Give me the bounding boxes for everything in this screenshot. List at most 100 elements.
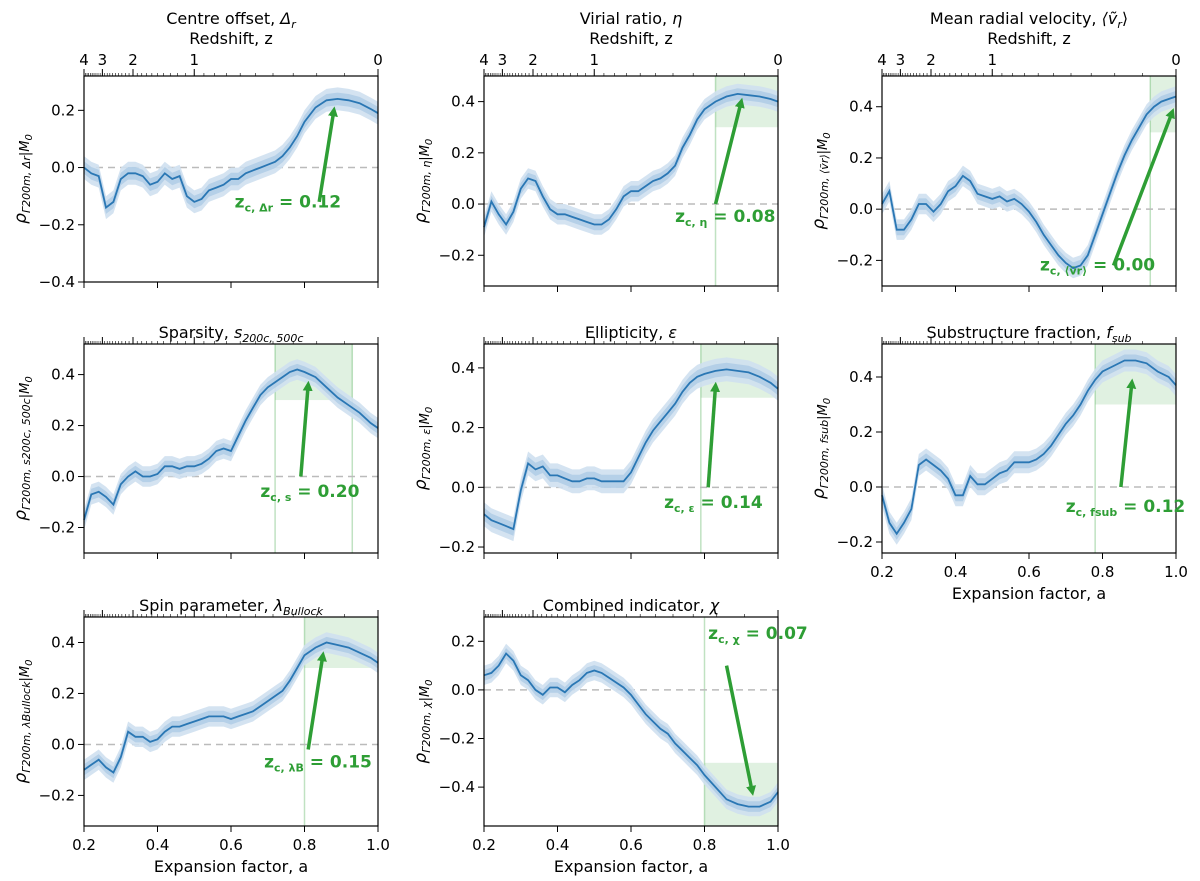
critical-redshift-annotation: zc, s = 0.20	[260, 482, 359, 504]
z-tick-label: 2	[926, 51, 936, 69]
x-tick-label: 0.6	[1017, 563, 1041, 581]
y-axis-label: ρΓ200m, ε|M0	[411, 407, 435, 491]
y-tick-label: 0.0	[849, 200, 873, 218]
top-axis-label: Redshift, z	[987, 29, 1071, 48]
panel-title: Sparsity, s200c, 500c	[159, 323, 304, 345]
y-tick-label: 0.2	[51, 684, 75, 702]
z-tick-label: 3	[896, 51, 906, 69]
x-tick-label: 0.2	[472, 836, 496, 854]
confidence-band-inner	[84, 363, 378, 526]
x-tick-label: 0.6	[219, 836, 243, 854]
panel-2: −0.2 0.0 0.2 0.4 ρΓ200m, η|M0 4 3 2 1 0 Redshift, …	[411, 9, 783, 292]
y-tick-label: 0.2	[451, 419, 475, 437]
y-tick-label: −0.2	[439, 730, 475, 748]
y-axis-label: ρΓ200m, fsub|M0	[809, 398, 833, 499]
top-axis-label: Redshift, z	[589, 29, 673, 48]
x-tick-label: 0.8	[1091, 563, 1115, 581]
correlation-line	[483, 92, 779, 228]
y-axis-label: ρΓ200m, ⟨ṽr⟩|M0	[809, 132, 833, 229]
z-tick-label: 1	[589, 51, 599, 69]
y-tick-label: 0.4	[451, 93, 475, 111]
critical-redshift-arrow	[1111, 108, 1175, 267]
x-tick-label: 1.0	[1164, 563, 1188, 581]
correlation-line	[483, 652, 779, 808]
confidence-band-inner	[882, 90, 1176, 274]
z-tick-label: 4	[877, 51, 887, 69]
y-tick-label: 0.0	[51, 468, 75, 486]
panel-title: Spin parameter, λBullock	[139, 596, 324, 618]
correlation-line	[881, 359, 1177, 536]
y-tick-label: −0.2	[439, 538, 475, 556]
z-tick-label: 1	[189, 51, 199, 69]
y-axis-label: ρΓ200m, Δr|M0	[11, 134, 35, 224]
y-tick-label: 0.2	[849, 423, 873, 441]
z-tick-label: 0	[773, 51, 783, 69]
confidence-band-outer	[84, 632, 378, 783]
critical-redshift-arrow	[706, 381, 721, 488]
panel-4: −0.2 0.0 0.2 0.4 ρΓ200m, s200c, 500c|M0 Spars…	[11, 323, 379, 559]
panel-title: Substructure fraction, fsub	[926, 323, 1131, 345]
panel-1: −0.4 −0.2 0.0 0.2 ρΓ200m, Δr|M0 4 3 2 1 0 Redshift…	[11, 9, 383, 291]
axes-frame	[881, 75, 1177, 287]
x-tick-label: 1.0	[366, 836, 390, 854]
z-tick-label: 0	[373, 51, 383, 69]
y-tick-label: 0.0	[451, 681, 475, 699]
z-tick-label: 3	[98, 51, 108, 69]
y-tick-label: −0.2	[39, 519, 75, 537]
critical-redshift-annotation: zc, ε = 0.14	[664, 493, 763, 515]
y-tick-label: −0.4	[439, 778, 475, 796]
y-axis-label: ρΓ200m, λBullock|M0	[11, 660, 35, 784]
y-tick-label: 0.4	[51, 633, 75, 651]
correlation-line	[83, 641, 379, 774]
x-tick-label: 0.2	[870, 563, 894, 581]
y-tick-label: 0.4	[849, 98, 873, 116]
x-axis-label: Expansion factor, a	[952, 584, 1106, 603]
y-axis-label: ρΓ200m, η|M0	[411, 139, 435, 224]
panel-8: 0.2 0.4 0.6 0.8 1.0 Expansion factor, a −0.4 −0…	[411, 596, 808, 876]
x-tick-label: 0.8	[293, 836, 317, 854]
correlation-line	[483, 368, 779, 531]
y-tick-label: 0.2	[451, 632, 475, 650]
y-tick-label: 0.0	[51, 159, 75, 177]
x-tick-label: 0.4	[944, 563, 968, 581]
y-tick-label: 0.2	[451, 144, 475, 162]
y-tick-label: −0.2	[39, 216, 75, 234]
confidence-band-outer	[84, 359, 378, 531]
confidence-band-outer	[882, 86, 1176, 279]
confidence-band-inner	[484, 648, 778, 812]
panel-title: Ellipticity, ε	[585, 323, 677, 342]
y-tick-label: 0.0	[451, 478, 475, 496]
y-tick-label: −0.2	[837, 533, 873, 551]
critical-redshift-annotation: zc, λB = 0.15	[264, 752, 372, 774]
x-tick-label: 0.6	[619, 836, 643, 854]
y-tick-label: 0.0	[451, 195, 475, 213]
x-tick-label: 0.4	[146, 836, 170, 854]
critical-redshift-arrow	[1119, 378, 1137, 488]
correlation-line	[881, 95, 1177, 270]
y-tick-label: −0.4	[39, 273, 75, 291]
z-tick-label: 2	[128, 51, 138, 69]
y-tick-label: 0.0	[51, 735, 75, 753]
panel-3: −0.2 0.0 0.2 0.4 ρΓ200m, ⟨ṽr⟩|M0 4 3 2 1 0 Redshif…	[809, 9, 1181, 292]
z-tick-label: 4	[79, 51, 89, 69]
x-axis-label: Expansion factor, a	[554, 857, 708, 876]
z-tick-label: 4	[479, 51, 489, 69]
critical-redshift-arrow	[306, 651, 327, 750]
y-axis-label: ρΓ200m, χ|M0	[411, 679, 435, 763]
z-tick-label: 3	[498, 51, 508, 69]
critical-redshift-annotation: zc, χ = 0.07	[708, 624, 808, 646]
y-tick-label: 0.2	[849, 149, 873, 167]
x-axis-label: Expansion factor, a	[154, 857, 308, 876]
panel-5: −0.2 0.0 0.2 0.4 ρΓ200m, ε|M0 Ellipticity, ε z…	[411, 323, 779, 559]
panel-title: Virial ratio, η	[580, 9, 683, 28]
x-tick-label: 0.8	[693, 836, 717, 854]
y-tick-label: 0.4	[451, 359, 475, 377]
panel-title: Centre offset, Δr	[166, 9, 297, 31]
y-axis-label: ρΓ200m, s200c, 500c|M0	[11, 376, 35, 520]
y-tick-label: 0.4	[849, 368, 873, 386]
correlation-line	[83, 97, 379, 210]
y-tick-label: 0.2	[51, 101, 75, 119]
critical-redshift-annotation: zc, ⟨ṽr⟩ = 0.00	[1040, 256, 1155, 278]
critical-redshift-arrow	[724, 665, 756, 796]
x-tick-label: 0.4	[546, 836, 570, 854]
